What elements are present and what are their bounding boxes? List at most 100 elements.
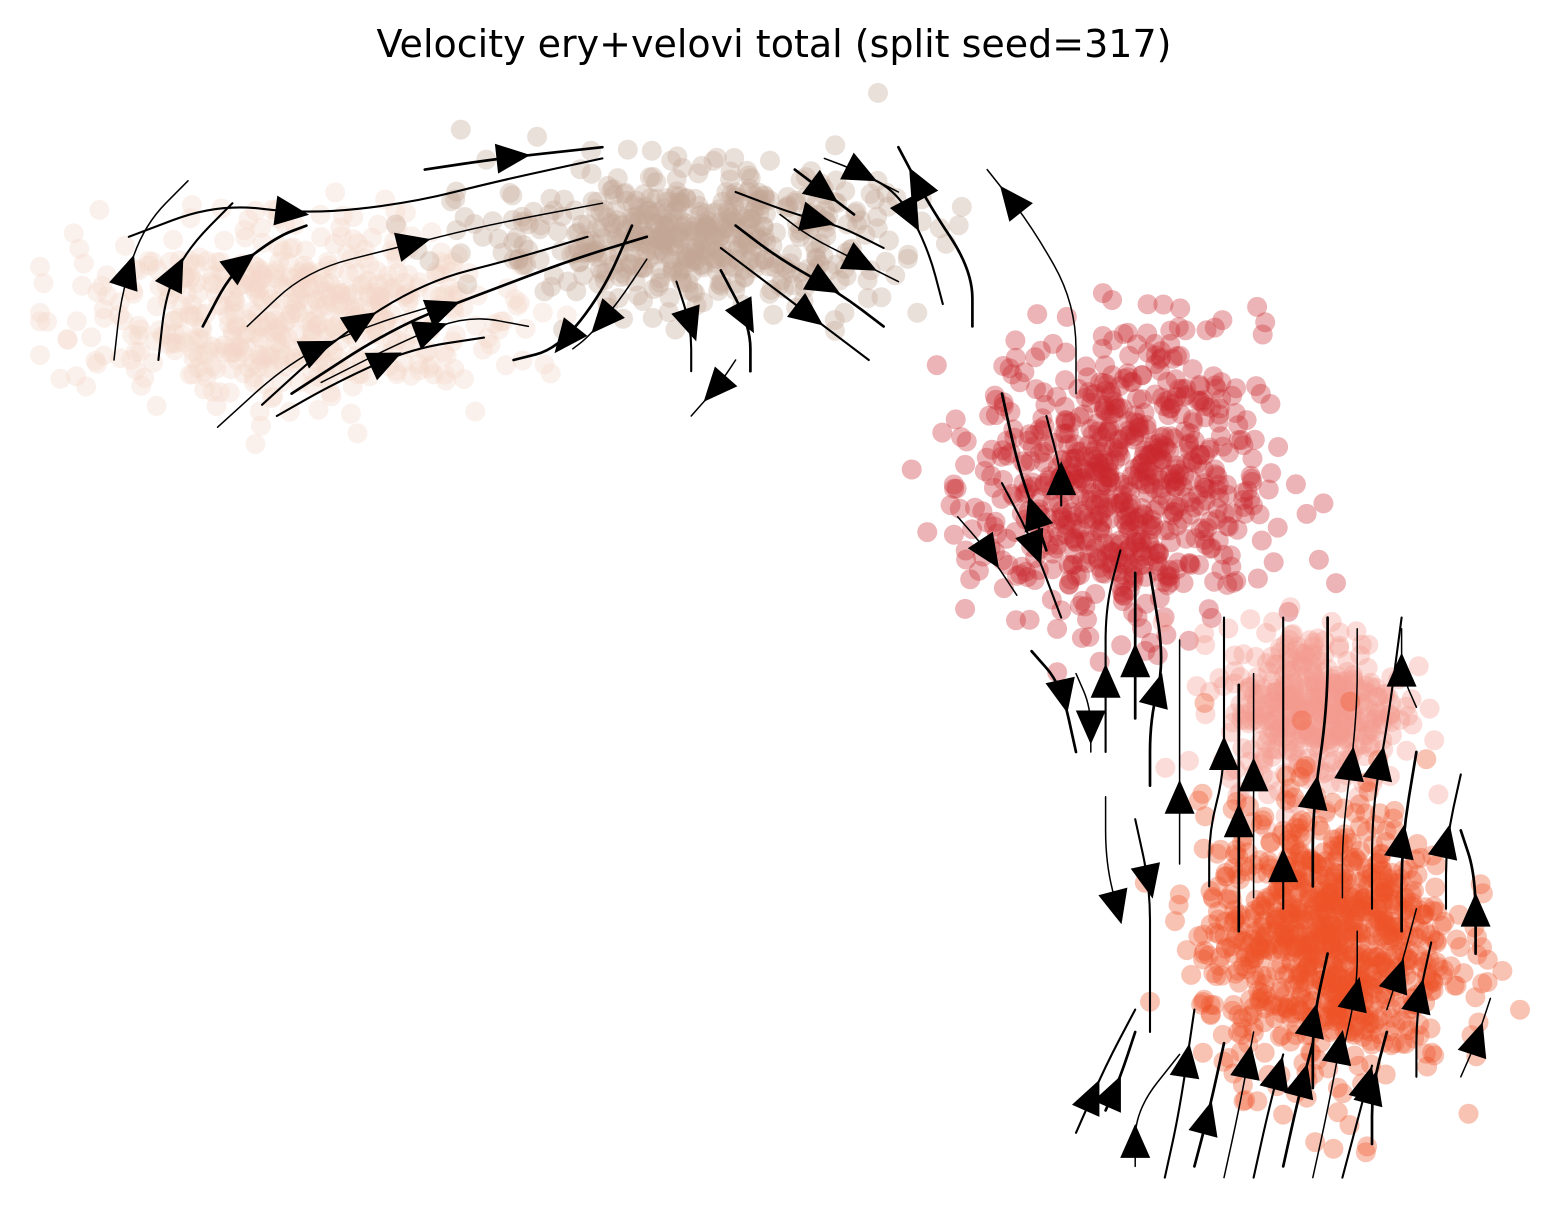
cell-point: [209, 338, 230, 359]
cell-point: [825, 254, 846, 275]
cell-point: [244, 372, 265, 393]
cell-point: [1165, 477, 1186, 498]
cell-point: [673, 215, 694, 236]
cell-point: [146, 296, 167, 317]
cell-point: [1074, 471, 1094, 492]
cell-point: [1099, 419, 1120, 440]
cell-point: [1156, 438, 1177, 459]
cell-point: [1252, 324, 1273, 345]
cell-point: [1093, 398, 1114, 419]
cell-point: [1030, 340, 1051, 361]
cell-point: [1119, 424, 1140, 445]
cell-point: [367, 324, 388, 345]
cell-point: [655, 215, 676, 236]
cell-point: [714, 247, 735, 268]
cell-point: [707, 222, 728, 243]
cell-point: [955, 598, 976, 619]
cell-point: [202, 266, 223, 286]
cell-point: [628, 257, 649, 278]
cell-point: [1317, 869, 1338, 890]
cell-point: [128, 325, 149, 346]
cell-point: [635, 204, 656, 225]
cell-point: [1220, 545, 1241, 566]
cell-point: [1163, 469, 1184, 489]
cell-point: [867, 218, 888, 239]
cell-point: [182, 330, 203, 351]
cell-point: [1126, 334, 1147, 355]
cell-point: [377, 265, 398, 286]
cell-point: [1091, 441, 1112, 462]
cell-point: [1051, 500, 1072, 521]
cell-point: [134, 367, 155, 388]
streamline-arrowhead: [494, 143, 531, 174]
cell-point: [92, 275, 113, 296]
cell-point: [773, 256, 794, 277]
cell-point: [287, 292, 307, 313]
cell-point: [1244, 429, 1265, 450]
cell-point: [663, 202, 683, 223]
cell-point: [1236, 710, 1257, 731]
cell-point: [1189, 390, 1210, 411]
cell-point: [1198, 599, 1219, 620]
cell-point: [1360, 1030, 1381, 1051]
cell-point: [1175, 320, 1196, 341]
cell-point: [249, 401, 270, 422]
cell-point: [1242, 710, 1263, 731]
cell-point: [281, 292, 302, 313]
cell-point: [783, 275, 804, 296]
cell-point: [666, 169, 687, 190]
cell-point: [642, 166, 663, 187]
cell-point: [943, 474, 964, 495]
cell-point: [512, 206, 533, 227]
cell-point: [705, 253, 726, 273]
cell-point: [1358, 696, 1379, 717]
cell-point: [196, 251, 217, 271]
cell-point: [596, 262, 617, 283]
cell-point: [540, 363, 561, 384]
cell-point: [728, 239, 749, 260]
cell-point: [1053, 423, 1074, 444]
cell-point: [709, 244, 730, 264]
cell-point: [1292, 939, 1313, 960]
cell-point: [1195, 704, 1216, 725]
cell-point: [825, 320, 845, 341]
cell-point: [710, 211, 731, 232]
cell-point: [1256, 622, 1277, 643]
cell-point: [226, 317, 247, 338]
cell-point: [245, 282, 266, 303]
cell-point: [1096, 544, 1117, 565]
cell-point: [272, 241, 293, 262]
cell-point: [607, 168, 628, 189]
cell-point: [693, 218, 714, 239]
cell-point: [1190, 376, 1211, 397]
cell-point: [1151, 341, 1172, 362]
cell-point: [1385, 1015, 1406, 1036]
cell-point: [1315, 889, 1336, 910]
cell-point: [739, 178, 760, 199]
cell-point: [1158, 405, 1179, 425]
cell-point: [1082, 384, 1103, 405]
cell-point: [1002, 364, 1023, 385]
cell-point: [1187, 390, 1208, 411]
cell-point: [1130, 555, 1150, 576]
cell-point: [162, 332, 183, 353]
cell-point: [756, 203, 776, 224]
cell-point: [351, 275, 372, 296]
streamline-arrowhead: [703, 366, 738, 402]
cell-point: [826, 170, 847, 191]
cell-point: [639, 226, 660, 247]
cell-point: [1287, 794, 1307, 815]
cell-point: [850, 210, 871, 231]
cell-point: [993, 356, 1014, 376]
cell-point: [281, 303, 301, 324]
cell-point: [584, 233, 605, 254]
cell-point: [696, 203, 717, 224]
cell-point: [251, 315, 272, 336]
cell-point: [386, 360, 407, 381]
cell-point: [1167, 346, 1187, 367]
cell-point: [738, 201, 759, 222]
cell-point: [744, 224, 765, 244]
cell-point: [1090, 518, 1110, 539]
cell-point: [1192, 1042, 1213, 1063]
cell-point: [188, 328, 209, 349]
